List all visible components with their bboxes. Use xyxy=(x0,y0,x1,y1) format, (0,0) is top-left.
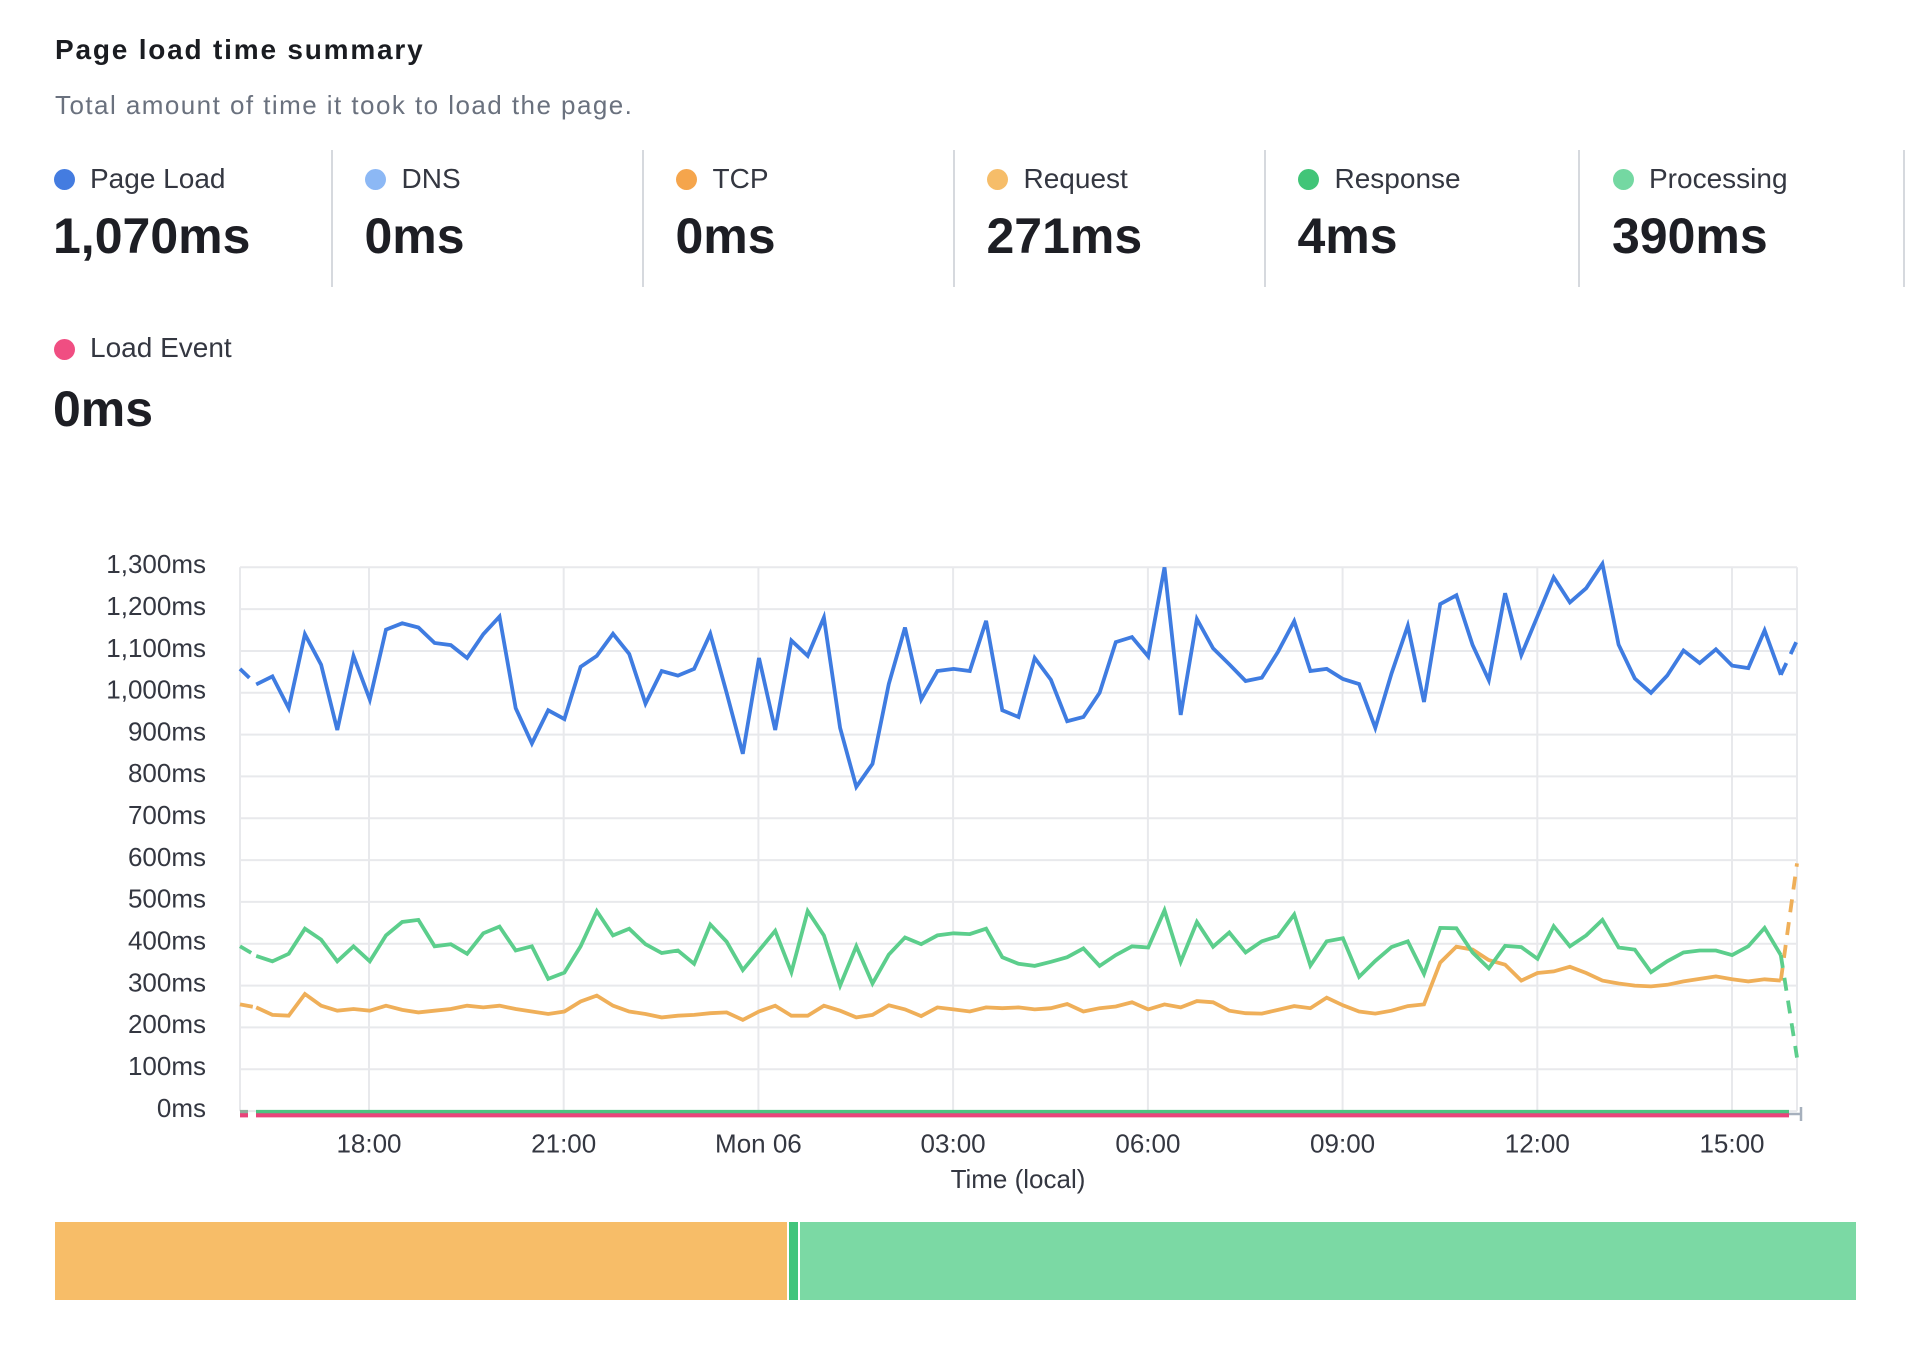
svg-text:03:00: 03:00 xyxy=(921,1129,986,1159)
svg-text:1,300ms: 1,300ms xyxy=(106,549,206,579)
svg-text:09:00: 09:00 xyxy=(1310,1129,1375,1159)
svg-text:21:00: 21:00 xyxy=(531,1129,596,1159)
svg-text:1,200ms: 1,200ms xyxy=(106,591,206,621)
svg-text:15:00: 15:00 xyxy=(1699,1129,1764,1159)
svg-text:800ms: 800ms xyxy=(128,758,206,788)
svg-text:18:00: 18:00 xyxy=(336,1129,401,1159)
svg-text:700ms: 700ms xyxy=(128,800,206,830)
svg-text:400ms: 400ms xyxy=(128,926,206,956)
svg-text:300ms: 300ms xyxy=(128,967,206,997)
svg-text:900ms: 900ms xyxy=(128,716,206,746)
svg-text:Time (local): Time (local) xyxy=(951,1164,1086,1194)
svg-text:200ms: 200ms xyxy=(128,1009,206,1039)
svg-text:600ms: 600ms xyxy=(128,842,206,872)
svg-text:1,100ms: 1,100ms xyxy=(106,633,206,663)
svg-text:500ms: 500ms xyxy=(128,884,206,914)
svg-text:12:00: 12:00 xyxy=(1505,1129,1570,1159)
svg-text:100ms: 100ms xyxy=(128,1051,206,1081)
svg-text:06:00: 06:00 xyxy=(1115,1129,1180,1159)
svg-text:Mon 06: Mon 06 xyxy=(715,1129,802,1159)
svg-text:0ms: 0ms xyxy=(157,1093,206,1123)
svg-text:1,000ms: 1,000ms xyxy=(106,675,206,705)
